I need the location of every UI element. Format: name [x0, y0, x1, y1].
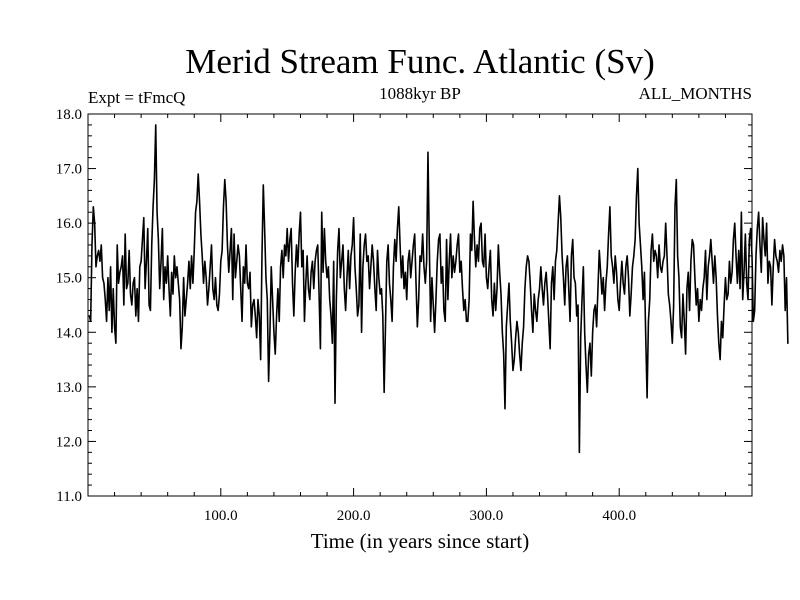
chart-subtitle: 1088kyr BP — [379, 84, 461, 103]
x-axis-label: Time (in years since start) — [311, 529, 530, 553]
y-tick-label: 15.0 — [56, 271, 82, 287]
chart-left-label: Expt = tFmcQ — [88, 88, 185, 107]
y-tick-label: 12.0 — [56, 434, 82, 450]
y-tick-label: 11.0 — [56, 489, 82, 505]
x-tick-label: 300.0 — [470, 508, 504, 524]
x-tick-label: 200.0 — [337, 508, 371, 524]
plot-frame — [87, 113, 753, 497]
y-tick-label: 13.0 — [56, 380, 82, 396]
y-tick-label: 18.0 — [56, 107, 82, 123]
chart-title: Merid Stream Func. Atlantic (Sv) — [185, 42, 655, 81]
y-tick-label: 16.0 — [56, 216, 82, 232]
x-tick-label: 400.0 — [602, 508, 636, 524]
y-tick-label: 14.0 — [56, 325, 82, 341]
series-line — [88, 124, 789, 454]
chart-right-label: ALL_MONTHS — [639, 84, 752, 103]
y-tick-label: 17.0 — [56, 162, 82, 178]
x-tick-label: 100.0 — [204, 508, 238, 524]
axis-tick-labels: 11.0 12.0 13.0 14.0 15.0 16.0 17.0 18.0 100.0 200… — [56, 107, 636, 524]
